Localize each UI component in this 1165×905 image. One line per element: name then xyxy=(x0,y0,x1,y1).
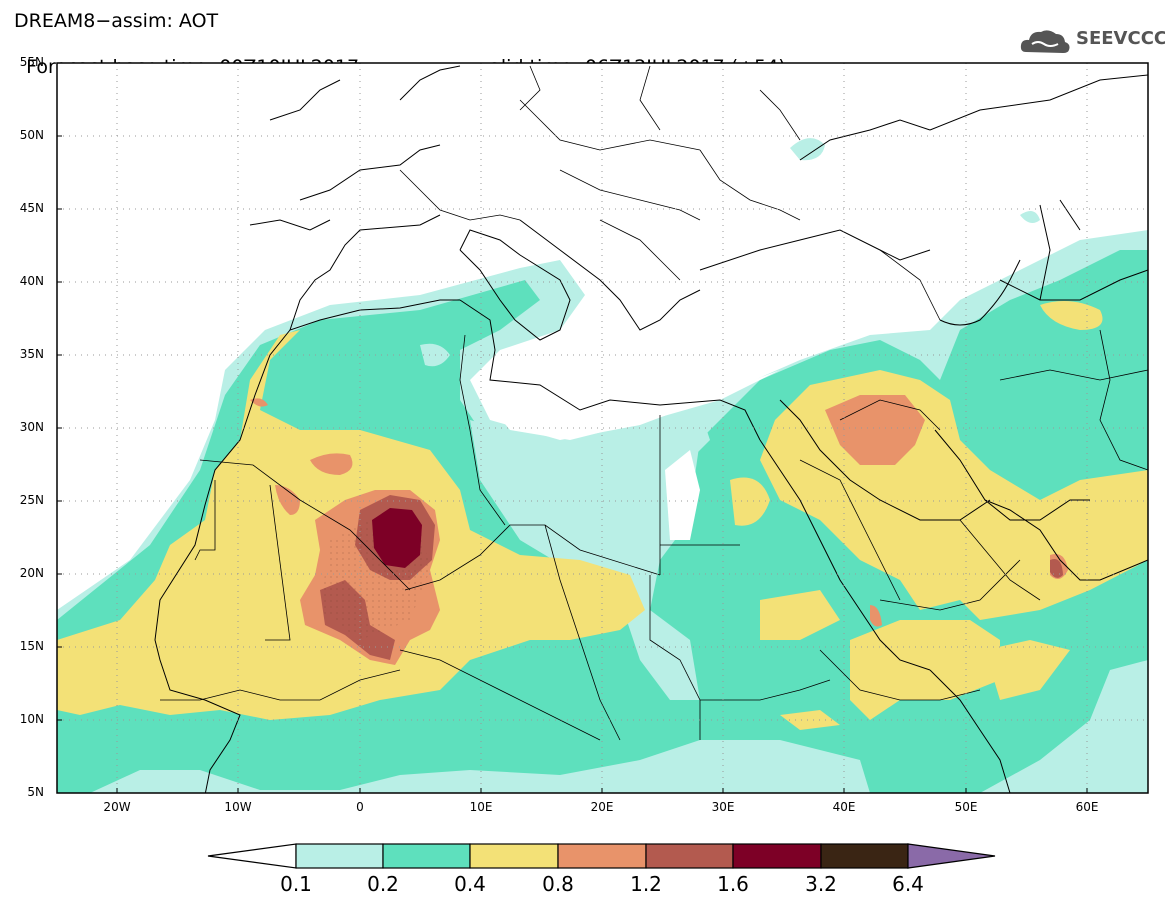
aot-clean-area xyxy=(485,360,780,540)
lon-label: 0 xyxy=(356,800,364,814)
axis-ticks xyxy=(57,62,1088,793)
colorbar-bin-1.2 xyxy=(645,843,734,869)
aot-contour-1.6 xyxy=(372,508,422,568)
lon-label: 50E xyxy=(954,800,978,814)
lon-label: 30E xyxy=(711,800,735,814)
lat-label: 45N xyxy=(19,201,44,215)
colorbar xyxy=(207,843,996,869)
colorbar-bin-1.6 xyxy=(732,843,822,869)
colorbar-label: 0.1 xyxy=(280,872,312,896)
lat-label: 30N xyxy=(19,420,44,434)
logo-text: SEEVCCC xyxy=(1076,28,1165,49)
lon-label: 40E xyxy=(832,800,856,814)
lon-label: 10W xyxy=(224,800,252,814)
cloud-icon xyxy=(1020,30,1070,53)
lon-label: 10E xyxy=(469,800,493,814)
map-title: DREAM8−assim: AOT xyxy=(14,10,219,32)
colorbar-label: 0.8 xyxy=(542,872,574,896)
lat-label: 10N xyxy=(19,712,44,726)
coastlines xyxy=(154,65,1148,793)
lon-label: 20W xyxy=(103,800,131,814)
lat-label: 55N xyxy=(19,55,44,69)
colorbar-label: 0.4 xyxy=(454,872,486,896)
colorbar-bin-3.2 xyxy=(820,843,909,869)
colorbar-over xyxy=(907,843,996,869)
lat-label: 15N xyxy=(19,639,44,653)
lat-label: 50N xyxy=(19,128,44,142)
lon-label: 60E xyxy=(1075,800,1099,814)
lon-label: 20E xyxy=(590,800,614,814)
lat-label: 25N xyxy=(19,493,44,507)
colorbar-bin-0.2 xyxy=(382,843,471,869)
lat-label: 40N xyxy=(19,274,44,288)
colorbar-bin-0.1 xyxy=(295,843,384,869)
colorbar-label: 0.2 xyxy=(367,872,399,896)
country-borders xyxy=(160,65,1148,741)
colorbar-under xyxy=(207,843,297,869)
colorbar-label: 1.6 xyxy=(717,872,749,896)
lat-label: 5N xyxy=(27,785,44,799)
lat-label: 35N xyxy=(19,347,44,361)
colorbar-bin-0.4 xyxy=(469,843,559,869)
colorbar-label: 6.4 xyxy=(892,872,924,896)
colorbar-bin-0.8 xyxy=(557,843,647,869)
colorbar-label: 1.2 xyxy=(630,872,662,896)
colorbar-label: 3.2 xyxy=(805,872,837,896)
lat-label: 20N xyxy=(19,566,44,580)
